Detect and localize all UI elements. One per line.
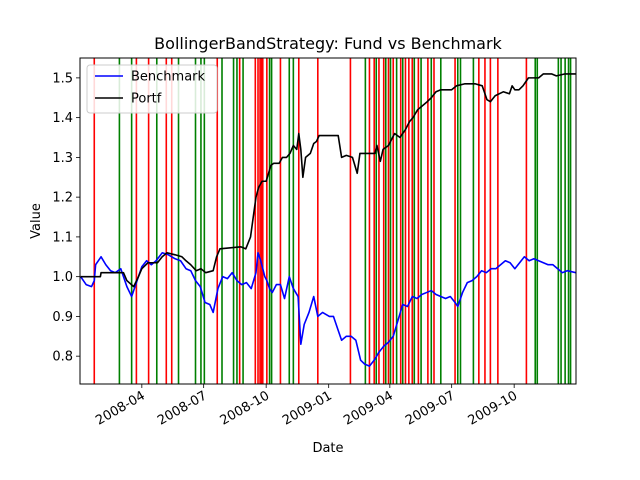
- y-tick-label: 1.4: [52, 111, 73, 126]
- legend: Benchmark Portf: [86, 64, 218, 114]
- y-tick-label: 1.5: [52, 71, 73, 86]
- y-tick-label: 1.0: [52, 270, 73, 285]
- y-axis: 0.8 0.9 1.0 1.1 1.2 1.3 1.4 1.5: [52, 71, 80, 365]
- portf-line: [80, 73, 576, 288]
- series-lines: [80, 73, 576, 367]
- y-tick-label: 0.8: [52, 350, 73, 365]
- x-axis-label: Date: [312, 441, 343, 456]
- plot-frame: [79, 57, 577, 385]
- y-tick-label: 1.2: [52, 191, 73, 206]
- benchmark-line: [80, 252, 576, 367]
- y-tick-label: 0.9: [52, 310, 73, 325]
- legend-benchmark-label: Benchmark: [131, 70, 206, 85]
- legend-portf-label: Portf: [131, 92, 162, 107]
- y-tick-label: 1.1: [52, 230, 73, 245]
- y-axis-label: Value: [29, 203, 44, 239]
- legend-box: [86, 64, 218, 114]
- y-tick-label: 1.3: [52, 151, 73, 166]
- chart-title: BollingerBandStrategy: Fund vs Benchmark: [154, 34, 502, 53]
